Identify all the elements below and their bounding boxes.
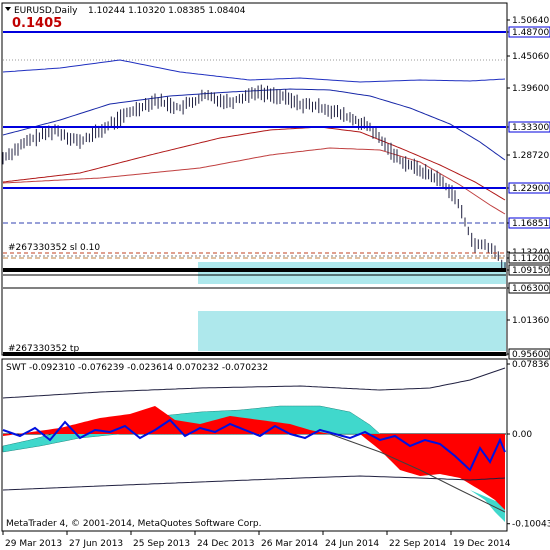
price-label-box	[508, 252, 550, 264]
price-label-box	[508, 264, 550, 276]
swt-blue-line	[2, 418, 506, 472]
trend-line	[329, 433, 506, 513]
price-label-box	[508, 121, 550, 133]
price-label: 1.33300	[512, 123, 549, 133]
price-label: 1.50640	[512, 16, 549, 26]
price-label-box	[508, 282, 550, 294]
time-label: 22 Sep 2014	[389, 539, 446, 549]
price-label: 1.39600	[512, 84, 549, 94]
price-label: 1.28720	[512, 151, 549, 161]
tp-order-label: #267330352 tp	[8, 344, 79, 354]
indicator-level-label: 0.07836	[512, 360, 549, 370]
big-value-label: 0.1405	[12, 16, 62, 31]
price-label-box	[508, 182, 550, 194]
time-label: 24 Jun 2014	[325, 539, 379, 549]
sl-order-value: 0.10	[80, 243, 100, 253]
time-label: 27 Jun 2013	[69, 539, 123, 549]
indicator-axis: 0.07836 0.00 -0.100437	[507, 360, 550, 530]
collapse-triangle-icon[interactable]	[5, 7, 11, 11]
time-label: 26 Mar 2014	[261, 539, 318, 549]
red-area-right	[360, 434, 505, 510]
cyan-area-right	[470, 490, 505, 522]
order-lines[interactable]	[3, 252, 506, 276]
price-axis: 1.50640 1.48700 1.45060 1.39600 1.33300 1.287…	[507, 16, 550, 360]
swt-lines	[2, 367, 506, 513]
price-label: 1.11200	[512, 254, 549, 264]
order-zone-upper	[198, 262, 506, 284]
ma-line-red	[2, 126, 506, 201]
order-zone-lower	[198, 311, 506, 351]
price-label: 1.09150	[512, 266, 549, 276]
indicator-level-label: -0.100437	[512, 520, 550, 530]
copyright-text: MetaTrader 4, © 2001-2014, MetaQuotes So…	[6, 519, 262, 529]
descending-channel-line	[2, 88, 506, 161]
time-axis: 29 Mar 2013 27 Jun 2013 25 Sep 2013 24 Dec …	[2, 531, 511, 549]
indicator-frame	[1, 358, 508, 532]
price-label: 1.22900	[512, 184, 549, 194]
time-label: 29 Mar 2013	[5, 539, 62, 549]
price-series	[2, 84, 506, 271]
ohlc-values: 1.10244 1.10320 1.08385 1.08404	[88, 6, 246, 16]
indicator-label: SWT -0.092310 -0.076239 -0.023614 0.0702…	[6, 363, 268, 373]
sl-order-label: #267330352 sl	[8, 243, 77, 253]
price-label-box	[508, 348, 550, 360]
swt-histogram-fill	[2, 405, 506, 522]
price-label: 1.16851	[512, 219, 549, 229]
ma-line-darkred	[2, 147, 506, 215]
symbol-title: EURUSD,Daily	[14, 6, 78, 16]
upper-channel-line	[2, 59, 506, 83]
price-label: 1.45060	[512, 52, 549, 62]
time-label: 19 Dec 2014	[453, 539, 511, 549]
horizontal-level-lines[interactable]	[3, 31, 506, 356]
time-label: 24 Dec 2013	[197, 539, 255, 549]
order-zones	[198, 262, 506, 351]
channel-bands	[2, 59, 506, 215]
price-label-box	[508, 26, 550, 38]
price-label: 0.95600	[512, 350, 549, 360]
red-area-left	[3, 406, 330, 436]
lower-envelope	[2, 475, 506, 491]
price-label: 1.48700	[512, 28, 549, 38]
price-label-box	[508, 217, 550, 229]
price-label: 1.01360	[512, 316, 549, 326]
upper-envelope	[2, 367, 506, 399]
price-label: 1.06300	[512, 284, 549, 294]
time-label: 25 Sep 2013	[133, 539, 190, 549]
indicator-level-label: 0.00	[512, 430, 532, 440]
price-bars	[2, 84, 506, 271]
